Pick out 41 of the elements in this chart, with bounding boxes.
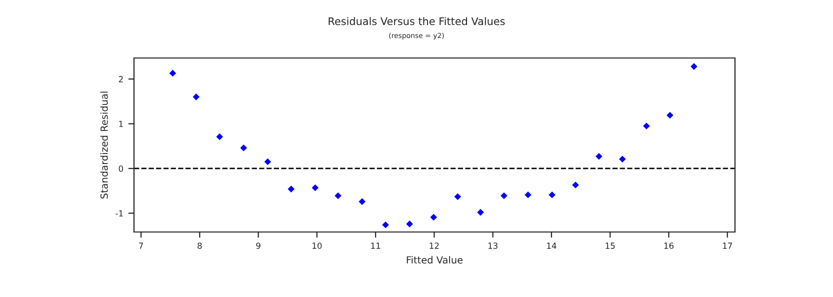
x-tick-label: 15	[606, 242, 615, 249]
point	[288, 186, 295, 192]
x-tick-label: 7	[139, 242, 143, 249]
point	[548, 191, 556, 198]
point	[596, 153, 602, 160]
point	[406, 220, 413, 228]
x-tick-label: 11	[371, 242, 380, 249]
point	[358, 198, 366, 205]
point	[382, 221, 389, 228]
point	[430, 214, 438, 221]
x-tick-label: 8	[198, 242, 202, 249]
point	[312, 184, 319, 192]
x-tick-label: 13	[488, 242, 498, 249]
x-axis-title: Fitted Value	[406, 256, 463, 264]
point	[477, 208, 484, 216]
x-tick-label: 16	[664, 242, 674, 249]
point	[240, 144, 248, 152]
y-tick-label: -1	[116, 210, 123, 216]
point	[572, 182, 579, 188]
point	[264, 158, 272, 166]
point	[334, 192, 342, 200]
x-tick-label: 10	[312, 242, 322, 249]
x-tick-label: 17	[722, 242, 732, 249]
y-axis-title: Standardized Residual	[100, 92, 108, 199]
point	[216, 133, 224, 140]
y-tick-label: 1	[119, 120, 123, 127]
y-tick-label: 2	[118, 76, 123, 82]
x-tick-label: 12	[430, 242, 439, 249]
x-tick-label: 14	[547, 242, 556, 249]
x-tick-label: 9	[256, 242, 260, 249]
point	[192, 94, 200, 100]
point	[524, 191, 532, 198]
point	[454, 193, 462, 200]
point	[666, 112, 674, 119]
point	[500, 192, 508, 200]
chart-title: Residuals Versus the Fitted Values	[328, 17, 505, 26]
point	[643, 122, 650, 130]
point	[690, 63, 698, 70]
y-tick-label: 0	[118, 165, 124, 172]
point	[169, 70, 176, 77]
point	[619, 156, 626, 162]
